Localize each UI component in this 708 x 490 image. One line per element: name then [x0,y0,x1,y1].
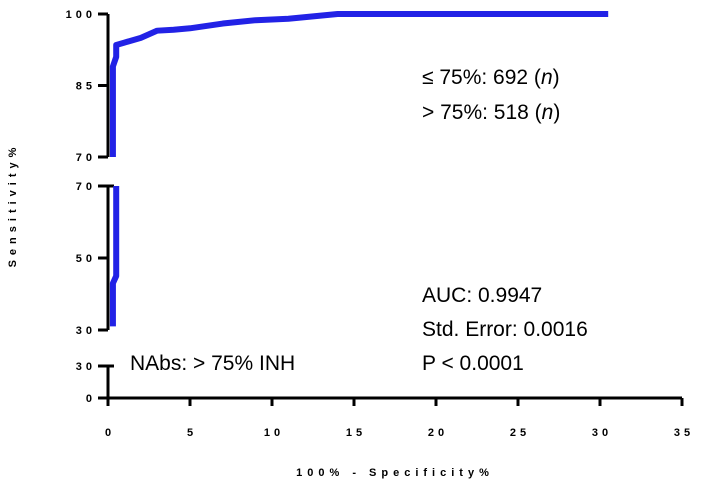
annotation-part: ) [553,101,560,124]
annotation-part: ) [553,66,560,89]
x-tick-label: 20 [428,427,448,439]
y-tick-label: 70 [76,152,96,164]
x-tick-label: 30 [592,427,612,439]
y-tick-label: 30 [76,361,96,373]
annotation: AUC: 0.9947 [422,284,542,307]
y-tick-label: 100 [66,9,96,21]
annotation: > 75%: 518 (n) [422,101,560,124]
y-axis-label: Sensitivity% [7,143,19,268]
annotation-part: ≤ 75%: 692 ( [422,66,541,89]
y-tick-label: 0 [86,393,96,405]
annotation-part: > 75%: 518 ( [422,101,542,124]
annotation-part: NAbs: > 75% INH [130,352,295,375]
annotation-part: AUC: 0.9947 [422,284,542,307]
annotation-part: Std. Error: 0.0016 [422,318,588,341]
annotation-part: n [541,66,553,89]
x-tick-label: 5 [187,427,197,439]
annotation: ≤ 75%: 692 (n) [422,66,560,89]
roc-curve [109,11,609,157]
annotation: Std. Error: 0.0016 [422,318,588,341]
annotation-part: n [542,101,554,124]
y-tick-label: 50 [76,253,96,265]
annotation: P < 0.0001 [422,352,524,375]
x-tick-label: 10 [264,427,284,439]
x-tick-label: 35 [674,427,694,439]
x-tick-label: 15 [346,427,366,439]
roc-curve [109,186,120,327]
annotation-part: P < 0.0001 [422,352,524,375]
x-tick-label: 25 [510,427,530,439]
x-tick-label: 0 [105,427,115,439]
y-tick-label: 30 [76,325,96,337]
x-axis-label: 100% - Specificity% [296,467,494,479]
y-tick-label: 70 [76,181,96,193]
annotation: NAbs: > 75% INH [130,352,295,375]
y-tick-label: 85 [76,81,96,93]
